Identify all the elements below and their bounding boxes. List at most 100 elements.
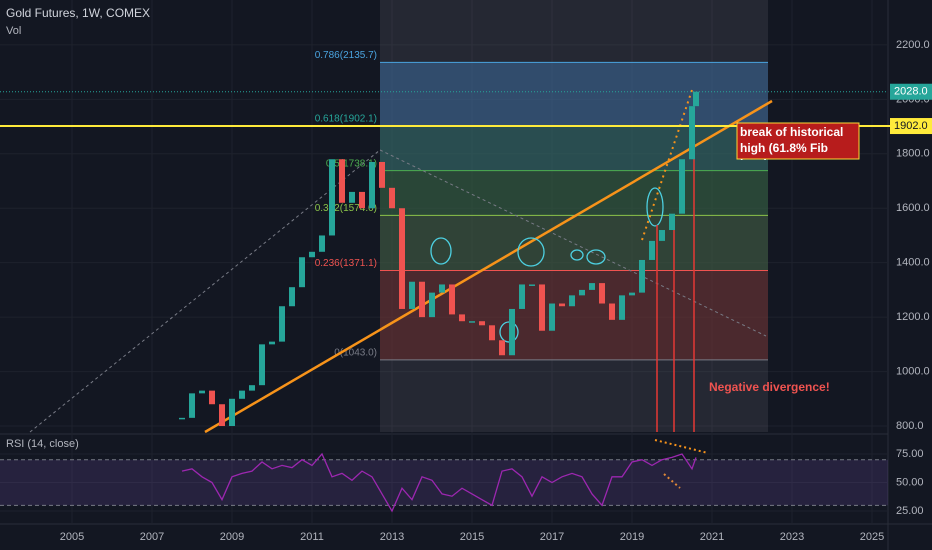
candle — [659, 230, 665, 241]
candle — [359, 191, 365, 209]
candle — [509, 308, 515, 356]
rsi-pane — [0, 452, 888, 513]
fib-label: 0.236(1371.1) — [315, 258, 377, 269]
rsi-tick-label: 50.00 — [896, 476, 924, 488]
x-tick-label: 2013 — [380, 531, 404, 543]
candle — [329, 159, 335, 236]
fib-zone — [380, 215, 768, 271]
candle — [499, 340, 505, 356]
candle — [669, 213, 675, 231]
labels: 2005 2007 2009 2011 2013 2015 2017 2019 2021 2023… — [60, 39, 932, 543]
fib-zone — [380, 270, 768, 360]
rsi-trend — [663, 473, 681, 489]
marker — [430, 237, 452, 265]
candle — [439, 284, 445, 293]
last-price-box — [890, 83, 932, 100]
rsi-title: RSI (14, close) — [6, 438, 79, 450]
annotation-box — [736, 122, 860, 160]
candle — [579, 289, 585, 296]
volume-label: Vol — [6, 25, 21, 37]
candle — [649, 240, 655, 260]
marker — [517, 237, 545, 267]
candle — [679, 159, 685, 214]
candles — [0, 91, 932, 427]
x-tick-label: 2023 — [780, 531, 804, 543]
fib-zone — [380, 170, 768, 216]
y-tick-label: 800.0 — [896, 420, 924, 432]
fib-label: 0.618(1902.1) — [315, 114, 377, 125]
x-tick-label: 2025 — [860, 531, 884, 543]
candle — [299, 257, 305, 288]
candle — [549, 303, 555, 331]
x-tick-label: 2017 — [540, 531, 564, 543]
chart-title: Gold Futures, 1W, COMEX — [6, 6, 150, 20]
candle — [639, 259, 645, 293]
hline-price-box — [890, 118, 932, 135]
rsi-trend — [654, 439, 709, 454]
x-tick-label: 2007 — [140, 531, 164, 543]
candle — [539, 284, 545, 331]
fib-zone — [380, 126, 768, 171]
candle — [469, 321, 475, 323]
candle — [589, 283, 595, 290]
y-tick-label: 1800.0 — [896, 148, 930, 160]
fib-label: 0(1043.0) — [334, 348, 377, 359]
candle — [689, 106, 695, 160]
candle — [429, 292, 435, 318]
y-tick-label: 1200.0 — [896, 311, 930, 323]
candle — [349, 191, 355, 203]
candle — [419, 281, 425, 318]
rsi-band — [0, 459, 888, 506]
candle — [559, 303, 565, 307]
candle — [409, 281, 415, 309]
fib-label: 0.382(1574.0) — [315, 203, 377, 214]
candle — [319, 235, 325, 252]
x-tick-label: 2019 — [620, 531, 644, 543]
y-tick-label: 1400.0 — [896, 257, 930, 269]
y-tick-label: 2200.0 — [896, 39, 930, 51]
fib-label: 0.5(1738.1) — [326, 158, 377, 169]
fib-label: 0.786(2135.7) — [315, 50, 377, 61]
last-price-label: 2028.0 — [894, 86, 928, 98]
candle — [399, 208, 405, 309]
trendline — [204, 99, 773, 434]
dashed-trend — [29, 149, 381, 433]
rsi-line — [181, 452, 697, 513]
candle — [389, 187, 395, 209]
candle — [199, 390, 205, 394]
marker — [586, 249, 606, 265]
candle — [569, 295, 575, 307]
fib-zone — [380, 62, 768, 127]
candle — [369, 161, 375, 209]
hline-price-label: 1902.0 — [894, 120, 928, 132]
rsi-tick-label: 25.00 — [896, 505, 924, 517]
annotation: Negative divergence! — [709, 380, 830, 394]
y-tick-label: 1600.0 — [896, 202, 930, 214]
candle — [229, 398, 235, 427]
x-tick-label: 2021 — [700, 531, 724, 543]
candle — [219, 404, 225, 427]
marker — [570, 249, 584, 261]
candle — [599, 283, 605, 304]
y-tick-label: 1000.0 — [896, 365, 930, 377]
candle — [289, 287, 295, 307]
candle — [519, 284, 525, 309]
candle — [459, 314, 465, 322]
candle — [489, 325, 495, 341]
annotation-holder: break of historical high (61.8% Fib leve… — [740, 125, 844, 160]
x-tick-label: 2015 — [460, 531, 484, 543]
candle — [529, 284, 535, 286]
candle — [209, 390, 215, 405]
candle — [449, 284, 455, 315]
candle — [249, 385, 255, 391]
candle — [479, 321, 485, 326]
candle — [269, 341, 275, 345]
x-tick-label: 2005 — [60, 531, 84, 543]
candle — [693, 91, 699, 107]
candle — [239, 390, 245, 399]
annotation: break of historical high (61.8% Fib leve… — [740, 125, 844, 160]
candle — [309, 251, 315, 258]
candle — [619, 295, 625, 320]
